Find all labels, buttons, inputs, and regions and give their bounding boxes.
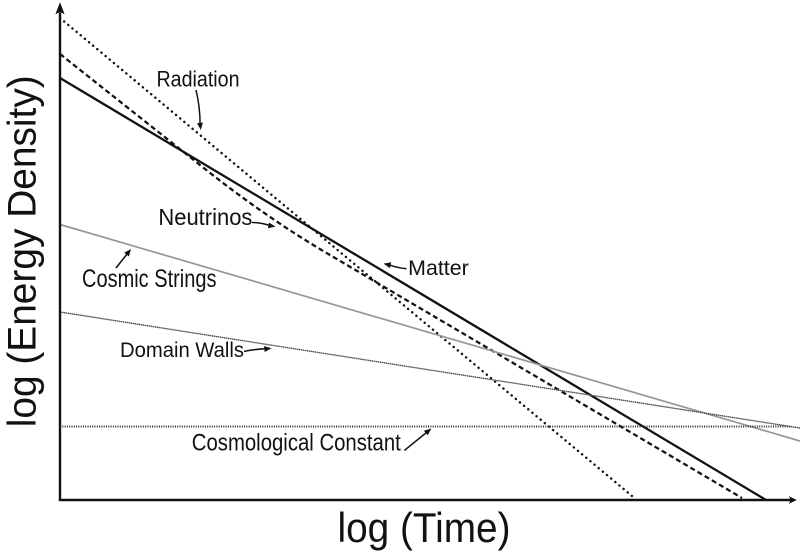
svg-text:Cosmic Strings: Cosmic Strings	[82, 265, 217, 293]
svg-text:Neutrinos: Neutrinos	[158, 204, 252, 230]
svg-text:Domain Walls: Domain Walls	[120, 339, 244, 362]
svg-text:log (Time): log (Time)	[338, 504, 511, 551]
svg-text:Cosmological Constant: Cosmological Constant	[192, 429, 401, 456]
svg-text:log (Energy Density): log (Energy Density)	[1, 75, 45, 427]
svg-text:Radiation: Radiation	[157, 67, 240, 92]
svg-text:Matter: Matter	[408, 257, 469, 280]
